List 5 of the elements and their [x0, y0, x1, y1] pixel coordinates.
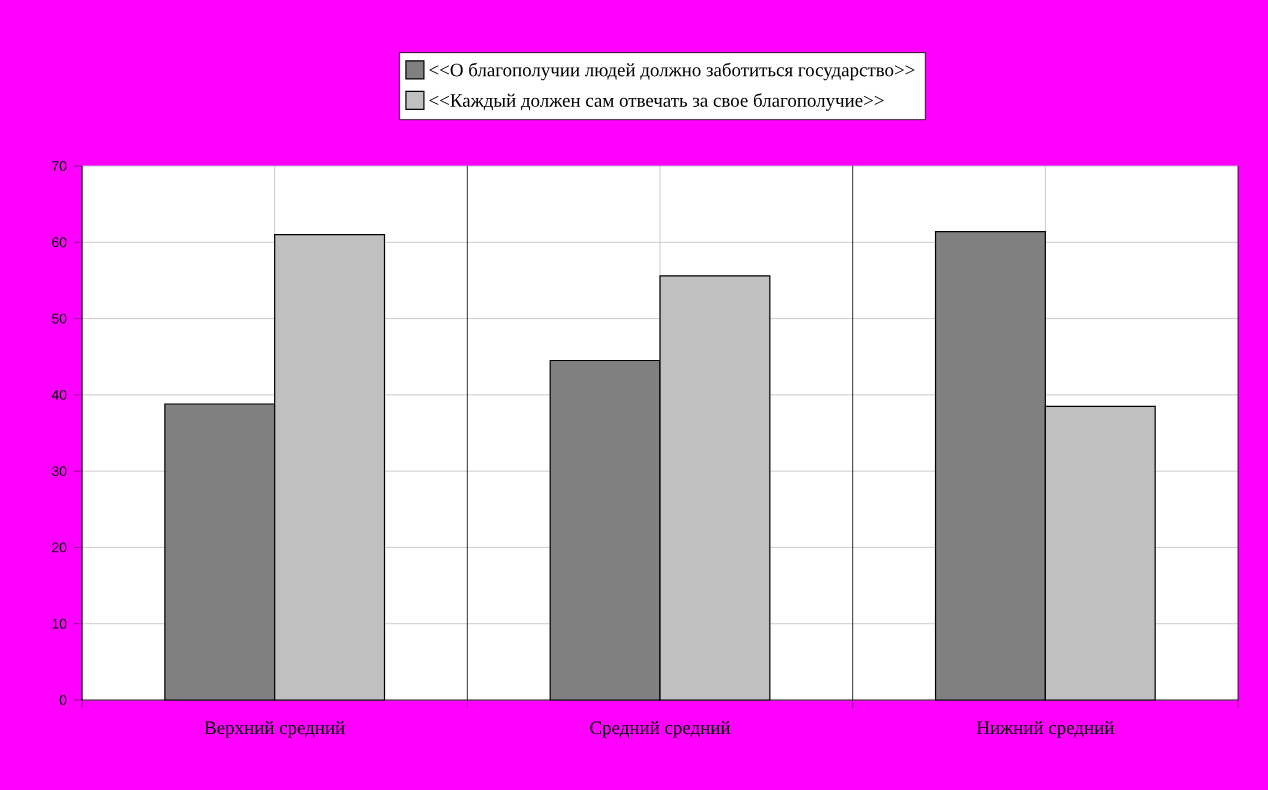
x-tick-label: Средний средний — [590, 721, 731, 739]
legend-label: <<Каждый должен сам отвечать за свое благополучие>> — [429, 93, 884, 111]
x-tick-label: Нижний средний — [976, 721, 1114, 739]
legend-label: <<О благополучии людей должно заботиться государство>> — [429, 62, 915, 81]
x-tick-label: Верхний средний — [204, 721, 345, 739]
